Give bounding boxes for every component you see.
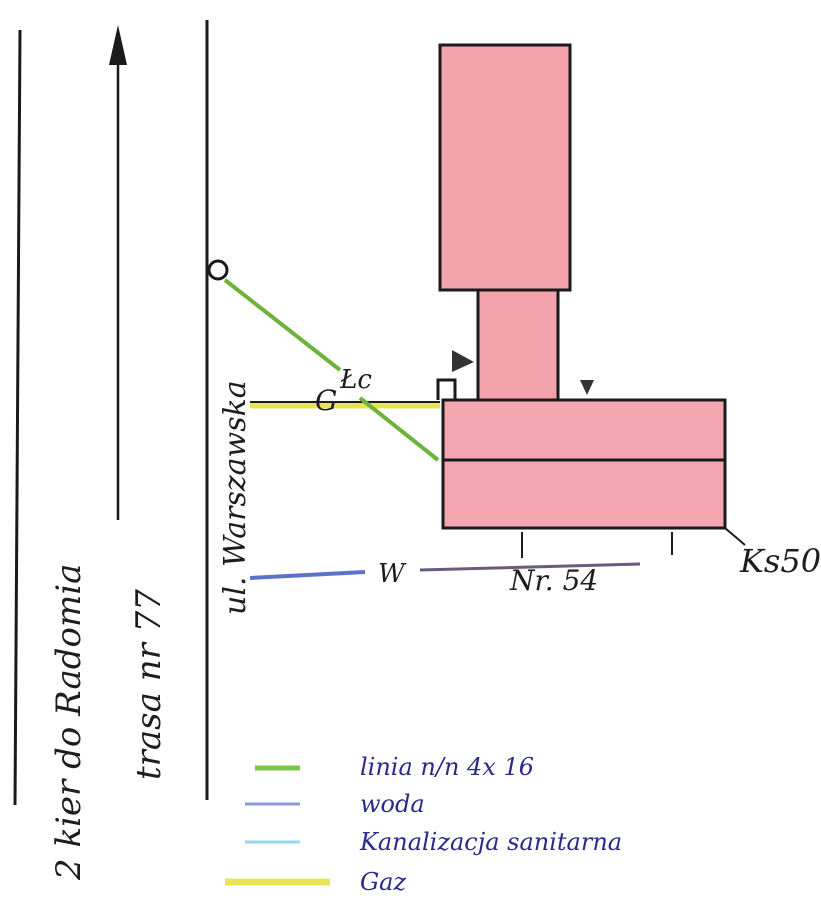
road-label: trasa nr 77 (129, 589, 169, 780)
building-main-block (438, 43, 572, 292)
gas-label: G (315, 384, 337, 417)
entrance-arrow-top (580, 380, 594, 395)
direction-arrow-head (109, 25, 127, 65)
gas-box (436, 378, 457, 400)
water-label: W (378, 559, 407, 589)
building-lower-block (441, 398, 727, 530)
legend-label-power: linia n/n 4x 16 (360, 753, 534, 781)
power-label: Łc (339, 365, 372, 395)
power-line-diagonal (358, 396, 440, 462)
water-line-left (249, 570, 366, 580)
building-connector (476, 288, 560, 402)
address-label: Nr. 54 (509, 564, 598, 597)
route-label: 2 kier do Radomia (49, 564, 89, 881)
sewer-line-end (724, 527, 746, 546)
road-edge-left (13, 29, 22, 806)
legend: linia n/n 4x 16 woda Kanalizacja sanitar… (225, 753, 622, 896)
street-label: ul. Warszawska (218, 380, 253, 615)
power-pole-symbol (207, 259, 229, 281)
sewer-label: Ks500 (739, 542, 821, 580)
water-line-right (419, 562, 641, 572)
legend-label-water: woda (360, 790, 425, 818)
power-line-to-box (223, 278, 342, 372)
entrance-arrow-left (452, 350, 474, 372)
legend-label-gas: Gaz (360, 868, 406, 896)
legend-label-sewer: Kanalizacja sanitarna (359, 828, 622, 856)
